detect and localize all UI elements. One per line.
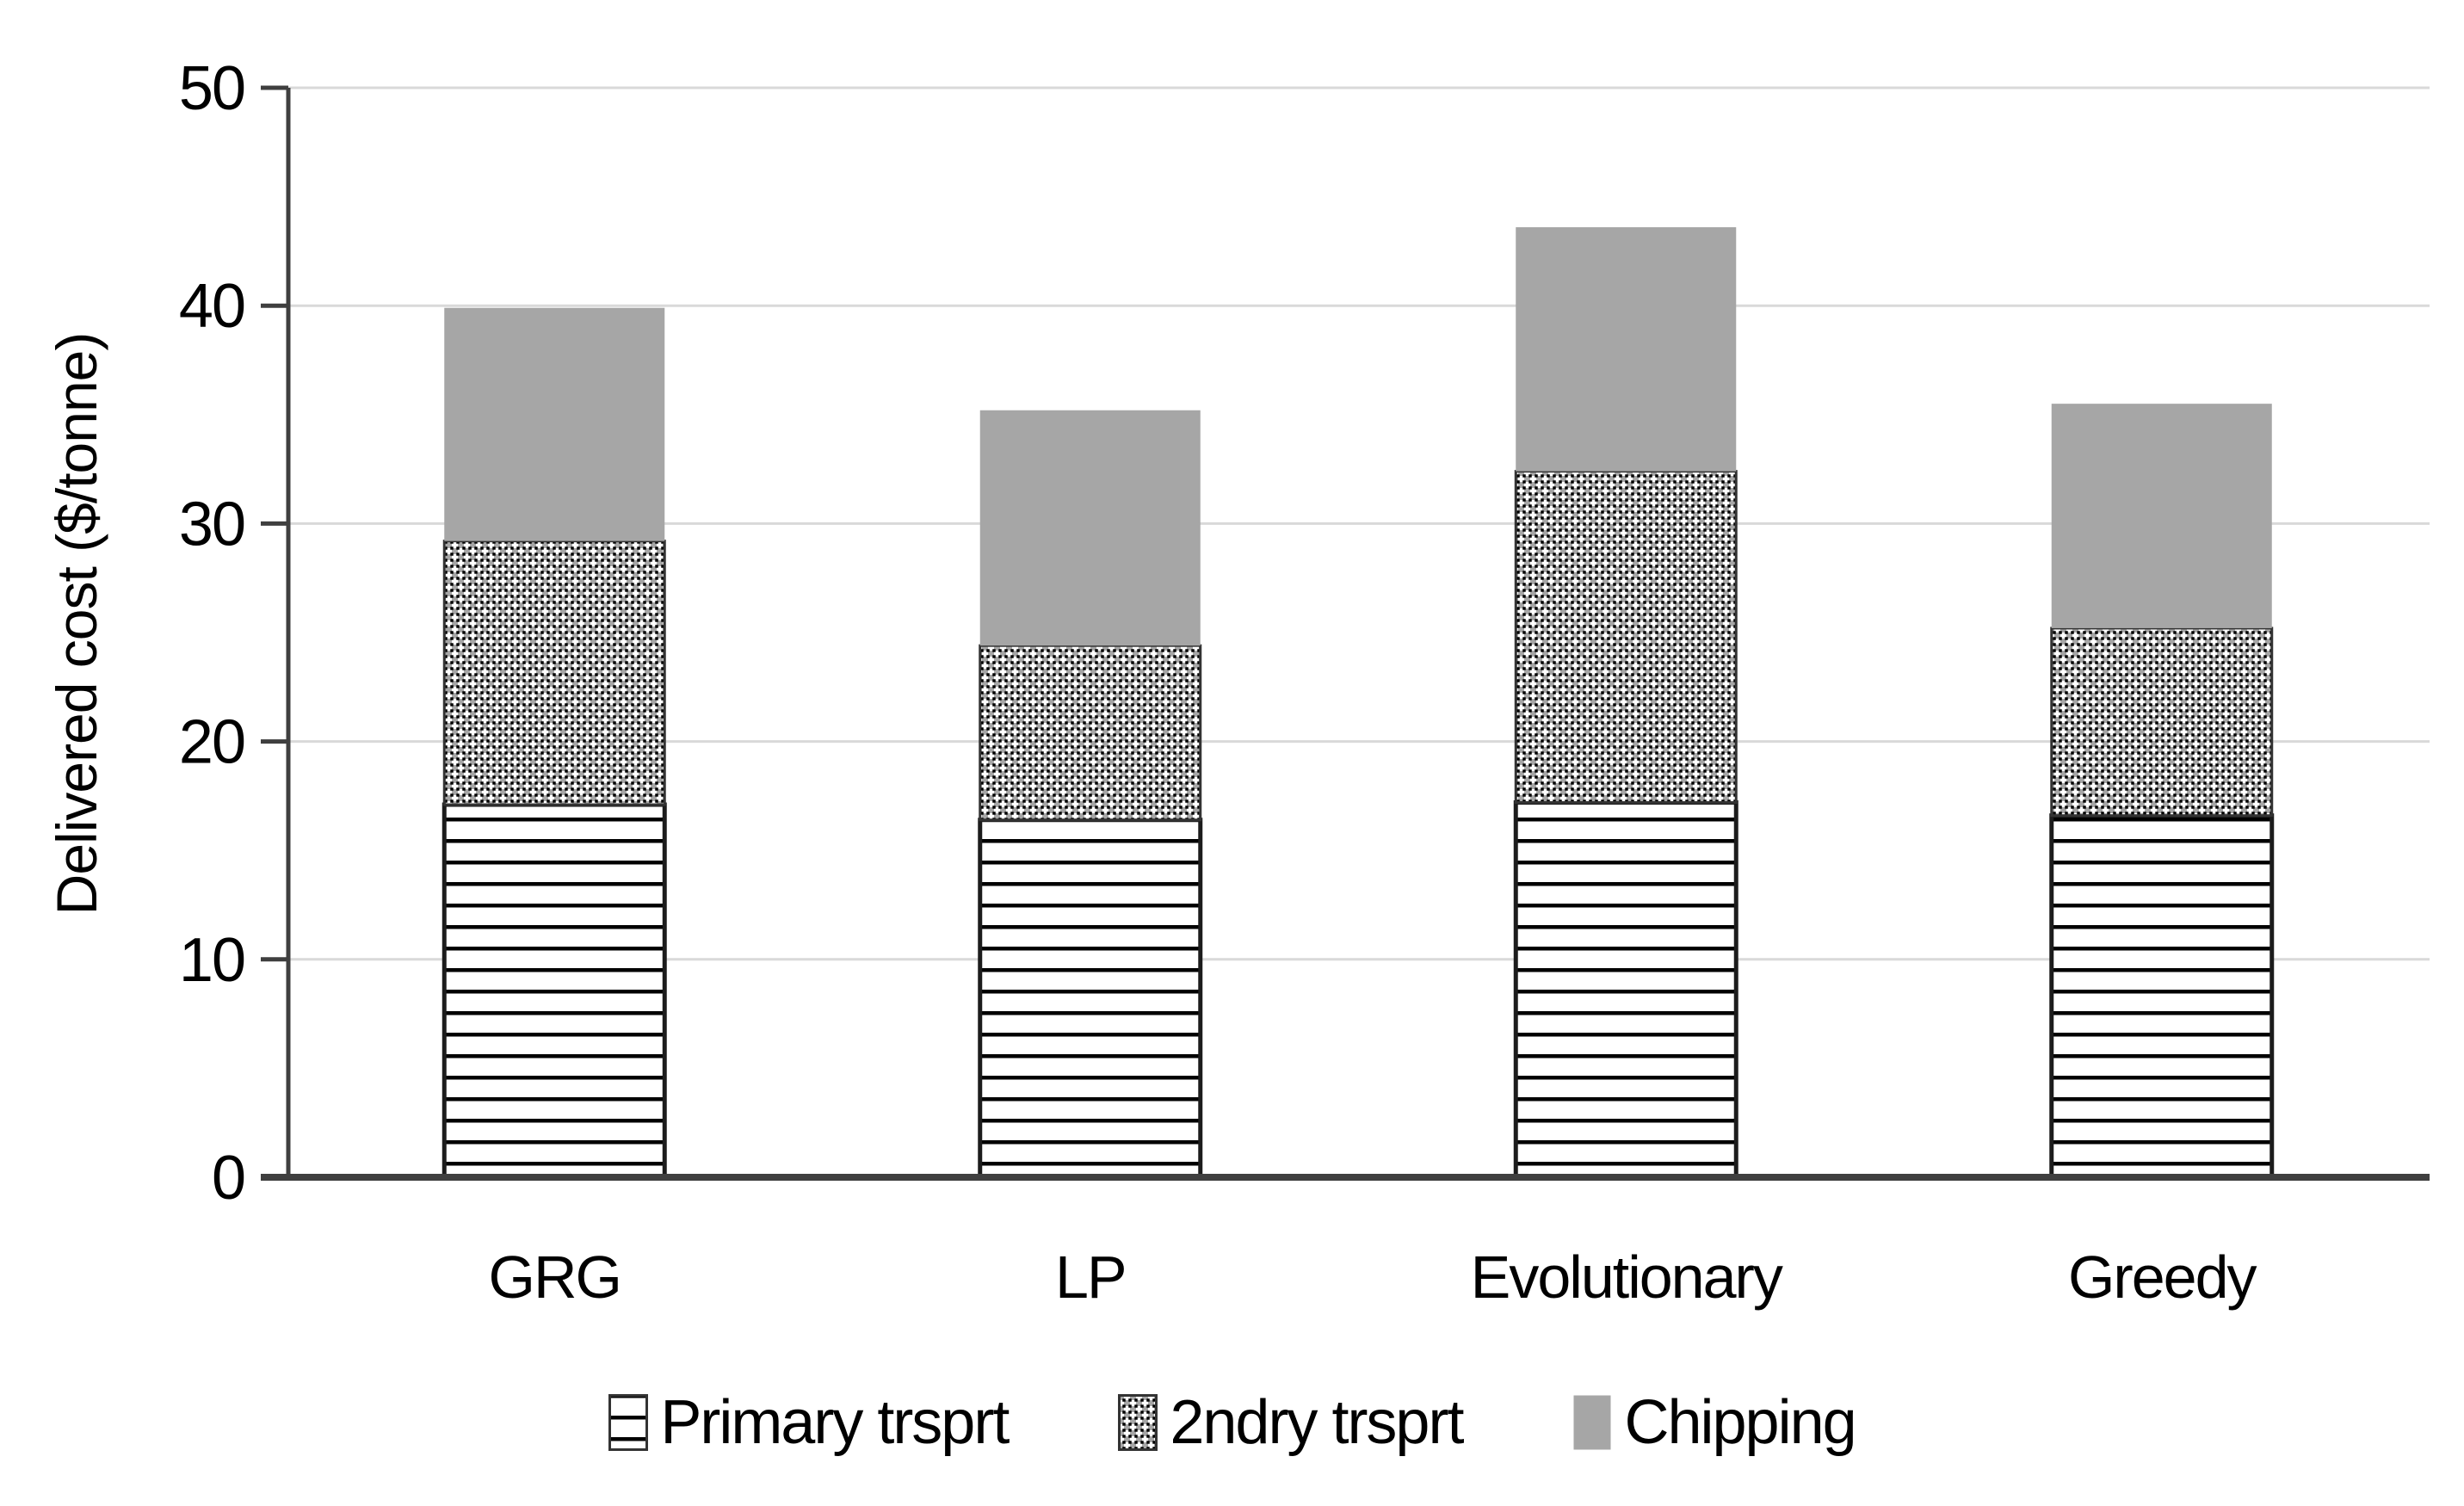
bars-group	[442, 227, 2275, 1180]
bar-Greedy-segment-checker-weave	[2050, 626, 2274, 818]
legend-item-2ndry-trsprt: 2ndry trsprt	[1118, 1387, 1464, 1458]
bar-GRG-segment-checker-weave	[442, 540, 666, 806]
y-tick-label-0: 0	[212, 1144, 244, 1213]
x-category-label-grg: GRG	[489, 1244, 621, 1311]
y-tick-labels: 0 10 20 30 40 50	[179, 54, 246, 1213]
legend-item-primary-trsprt: Primary trsprt	[608, 1387, 1010, 1458]
x-category-labels: GRG LP Evolutionary Greedy	[489, 1244, 2259, 1311]
legend-item-chipping: Chipping	[1572, 1387, 1857, 1458]
legend-label-2ndry-trsprt: 2ndry trsprt	[1170, 1388, 1464, 1457]
x-category-label-lp: LP	[1055, 1244, 1126, 1311]
bar-Evolutionary-segment-solid-gray	[1516, 227, 1737, 472]
legend-swatch-horizontal-lines-pattern	[608, 1394, 649, 1451]
y-axis-title: Delivered cost ($/tonne)	[45, 333, 108, 916]
bar-Greedy-segment-horizontal-lines	[2049, 813, 2275, 1180]
bar-LP-segment-horizontal-lines	[978, 818, 1203, 1180]
y-tick-label-30: 30	[179, 490, 244, 559]
legend: Primary trsprt 2ndry trsprt Chipping	[0, 1387, 2464, 1458]
bar-GRG-segment-solid-gray	[444, 307, 665, 541]
y-tick-label-40: 40	[179, 272, 244, 341]
bar-Evolutionary-segment-horizontal-lines	[1513, 799, 1738, 1180]
axes	[261, 85, 2430, 1181]
legend-swatch-checker-weave-pattern	[1118, 1394, 1158, 1451]
bar-LP-segment-checker-weave	[979, 644, 1202, 822]
y-tick-label-50: 50	[179, 54, 244, 123]
bar-Greedy-segment-solid-gray	[2051, 404, 2272, 628]
legend-label-chipping: Chipping	[1624, 1388, 1856, 1457]
y-tick-label-20: 20	[179, 708, 244, 777]
legend-swatch-solid-gray	[1573, 1395, 1611, 1450]
legend-label-primary-trsprt: Primary trsprt	[660, 1388, 1010, 1457]
x-category-label-greedy: Greedy	[2068, 1244, 2257, 1311]
bar-Evolutionary-segment-checker-weave	[1514, 470, 1738, 804]
bar-GRG-segment-horizontal-lines	[442, 802, 667, 1180]
bar-LP-segment-solid-gray	[979, 410, 1201, 646]
y-tick-label-10: 10	[179, 926, 244, 995]
x-category-label-evolutionary: Evolutionary	[1471, 1244, 1783, 1311]
